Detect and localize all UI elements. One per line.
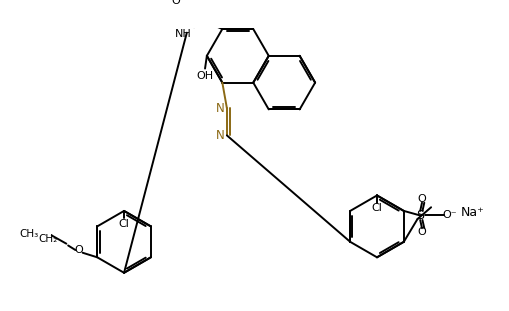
Text: Cl: Cl	[372, 203, 382, 213]
Text: N: N	[216, 102, 225, 114]
Text: O⁻: O⁻	[442, 211, 457, 220]
Text: Cl: Cl	[119, 219, 129, 229]
Text: CH₃: CH₃	[20, 229, 39, 239]
Text: CH₂: CH₂	[38, 234, 57, 244]
Text: N: N	[216, 129, 225, 142]
Text: S: S	[416, 209, 424, 222]
Text: Na⁺: Na⁺	[461, 206, 485, 219]
Text: O: O	[172, 0, 180, 6]
Text: O: O	[417, 194, 427, 204]
Text: O: O	[417, 227, 427, 237]
Text: NH: NH	[175, 30, 191, 39]
Text: OH: OH	[196, 71, 214, 81]
Text: O: O	[75, 245, 83, 255]
